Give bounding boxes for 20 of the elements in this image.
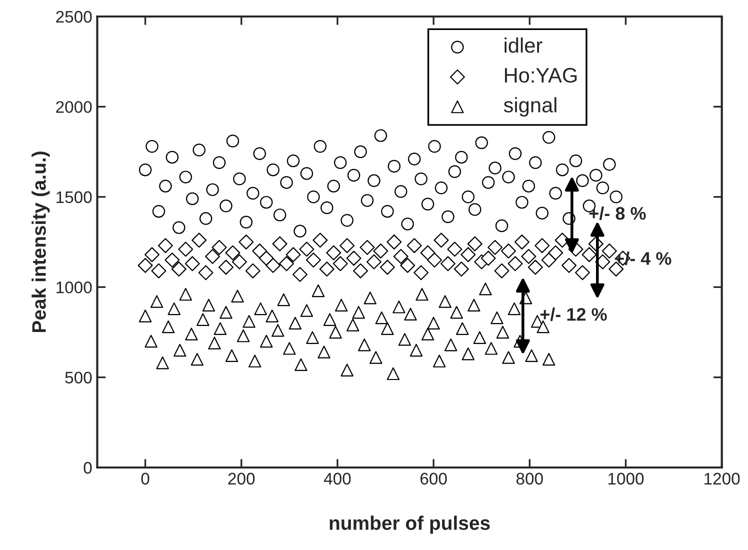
y-tick-label: 0	[84, 462, 92, 474]
y-tick-label: 500	[65, 372, 92, 384]
legend-label: Ho:YAG	[504, 68, 577, 83]
x-tick-label: 400	[324, 472, 351, 485]
x-tick-label: 1200	[704, 472, 740, 485]
annotation: +/- 12 %	[540, 308, 607, 321]
x-tick-label: 0	[141, 472, 150, 485]
y-tick-label: 1500	[56, 191, 92, 204]
y-axis-title: Peak intensity (a.u.)	[32, 152, 50, 332]
annotation: +/- 8 %	[589, 206, 646, 220]
legend-label: signal	[504, 97, 556, 117]
x-tick-label: 200	[228, 472, 255, 485]
x-tick-label: 1000	[608, 472, 644, 485]
y-tick-label: 2000	[56, 101, 92, 113]
legend-label: idler	[504, 38, 542, 53]
x-tick-label: 600	[420, 472, 447, 485]
x-tick-label: 800	[516, 472, 543, 485]
y-tick-label: 2500	[56, 10, 92, 23]
x-axis-title: number of pulses	[330, 516, 490, 534]
y-tick-label: 1000	[56, 282, 92, 294]
